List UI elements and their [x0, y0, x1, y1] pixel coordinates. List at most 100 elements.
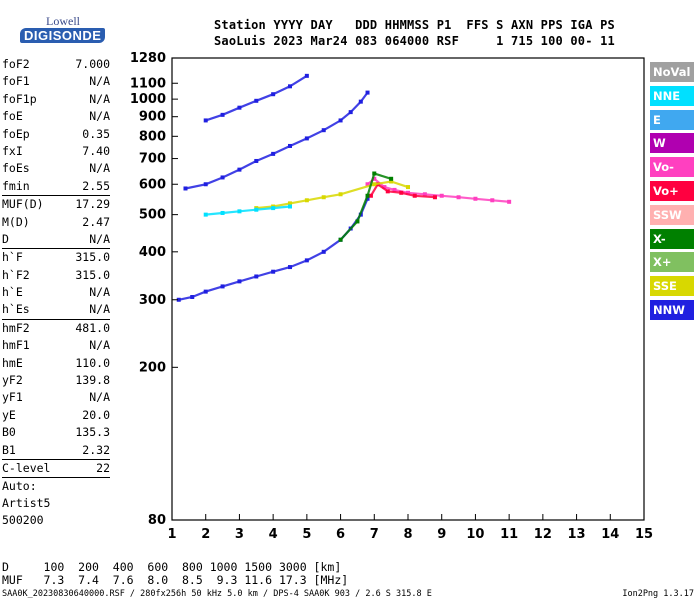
param-row-foF1p: foF1p N/A [2, 91, 110, 108]
param-value: 110.0 [75, 355, 110, 370]
param-value: N/A [89, 91, 110, 106]
param-value: 139.8 [75, 373, 110, 388]
param-group-clevel: C-level 22 [2, 460, 110, 477]
data-trace [255, 180, 410, 210]
param-row-clevel: C-level 22 [2, 460, 110, 477]
legend-item-vo-plus: Vo+ [650, 180, 694, 201]
param-row-d: D N/A [2, 231, 110, 248]
muf-row: MUF 7.3 7.4 7.6 8.0 8.5 9.3 11.6 17.3 [M… [2, 573, 349, 587]
param-name: h`E [2, 285, 23, 300]
legend-item-e: E [650, 109, 694, 130]
param-name: foE [2, 109, 23, 124]
param-group-profile: hmF2 481.0 hmF1 N/A hmE 110.0 yF2 139.8 yF1 N… [2, 320, 110, 459]
param-name: foF1 [2, 74, 30, 89]
legend-item-noval: NoVal [650, 62, 694, 82]
param-group-virtual-heights: h`F 315.0 h`F2 315.0 h`E N/A h`Es N/A [2, 249, 110, 319]
data-trace [204, 74, 308, 122]
data-trace [184, 91, 369, 190]
legend-item-w: W [650, 133, 694, 154]
legend-item-nne: NNE [650, 85, 694, 106]
y-tick-label: 200 [139, 360, 166, 375]
param-row-fxI: fxI 7.40 [2, 143, 110, 160]
param-name: yF1 [2, 390, 23, 405]
artist-name: Artist5 [2, 496, 51, 511]
param-name: fxI [2, 143, 23, 158]
param-value: 2.55 [82, 178, 110, 193]
param-name: fmin [2, 178, 30, 193]
divider [2, 477, 110, 479]
data-trace [204, 205, 292, 216]
x-tick-label: 3 [235, 527, 244, 542]
param-name: h`F [2, 250, 23, 265]
param-row-mufd: MUF(D) 17.29 [2, 196, 110, 213]
param-value: N/A [89, 109, 110, 124]
auto-label: Auto: [2, 479, 37, 494]
param-row-yF2: yF2 139.8 [2, 372, 110, 389]
param-name: B1 [2, 442, 16, 457]
legend-item-vo-minus: Vo- [650, 157, 694, 178]
param-row-foE: foE N/A [2, 108, 110, 125]
param-name: foF1p [2, 91, 37, 106]
param-name: yF2 [2, 373, 23, 388]
data-trace [366, 177, 511, 203]
y-tick-label: 300 [139, 293, 166, 308]
d-distance-row: D 100 200 400 600 800 1000 1500 3000 [km… [2, 560, 342, 574]
plot-frame [171, 57, 645, 521]
legend-item-sse: SSE [650, 276, 694, 297]
param-name: hmF1 [2, 338, 30, 353]
y-tick-label: 80 [148, 513, 166, 528]
logo-digisonde-text: DIGISONDE [20, 28, 106, 43]
y-tick-label: 900 [139, 110, 166, 125]
param-value: 315.0 [75, 267, 110, 282]
legend-item-nnw: NNW [650, 299, 694, 320]
y-tick-label: 800 [139, 129, 166, 144]
param-row-hmF1: hmF1 N/A [2, 337, 110, 354]
divider [2, 458, 110, 460]
param-value: 481.0 [75, 320, 110, 335]
param-value: 20.0 [82, 407, 110, 422]
param-value: N/A [89, 302, 110, 317]
param-value: 2.32 [82, 442, 110, 457]
param-name: foEs [2, 161, 30, 176]
param-value: N/A [89, 161, 110, 176]
y-tick-label: 1100 [130, 76, 166, 91]
param-row-hmE: hmE 110.0 [2, 355, 110, 372]
param-row-hmF2: hmF2 481.0 [2, 320, 110, 337]
param-row-B1: B1 2.32 [2, 442, 110, 459]
param-value: 2.47 [82, 214, 110, 229]
param-value: N/A [89, 74, 110, 89]
y-tick-label: 600 [139, 177, 166, 192]
param-row-yF1: yF1 N/A [2, 389, 110, 406]
param-value: N/A [89, 231, 110, 246]
digisonde-logo: Lowell DIGISONDE [6, 4, 106, 44]
polarization-legend: NoVal NNE E W Vo- Vo+ SSW X- X+ SSE NNW [650, 62, 694, 324]
param-value: 17.29 [75, 197, 110, 212]
chart-marks [176, 73, 512, 302]
param-value: 22 [96, 460, 110, 475]
x-tick-label: 10 [466, 527, 484, 542]
param-name: foEp [2, 126, 30, 141]
footer-version: Ion2Png 1.3.17 [622, 589, 694, 599]
x-tick-label: 7 [370, 527, 379, 542]
data-trace [369, 182, 437, 199]
y-tick-label: 400 [139, 245, 166, 260]
divider [2, 248, 110, 250]
y-tick-label: 500 [139, 208, 166, 223]
divider [2, 195, 110, 197]
scaled-parameters-panel: foF2 7.000 foF1 N/A foF1p N/A foE N/A foEp 0.… [2, 56, 110, 529]
param-name: hmE [2, 355, 23, 370]
y-tick-label: 700 [139, 152, 166, 167]
param-row-hEs: h`Es N/A [2, 301, 110, 318]
param-name: h`Es [2, 302, 30, 317]
artist-version: 500200 [2, 513, 44, 528]
x-tick-label: 15 [635, 527, 653, 542]
x-tick-label: 1 [167, 527, 176, 542]
x-axis: 1 2 3 4 5 6 7 8 9 10 11 12 13 14 15 [167, 514, 653, 542]
x-tick-label: 9 [437, 527, 446, 542]
param-name: M(D) [2, 214, 30, 229]
param-row-B0: B0 135.3 [2, 424, 110, 441]
param-row-yE: yE 20.0 [2, 407, 110, 424]
x-tick-label: 13 [568, 527, 586, 542]
